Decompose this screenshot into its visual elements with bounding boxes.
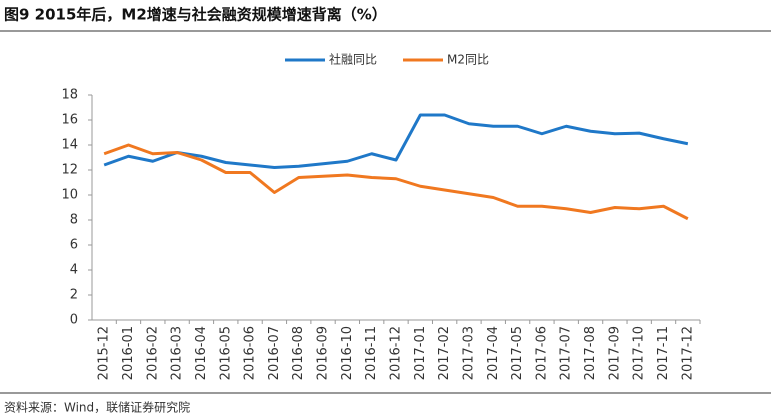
x-tick-label: 2016-06 — [243, 326, 258, 380]
y-tick-label: 6 — [70, 238, 78, 253]
source: 资料来源：Wind，联储证券研究院 — [4, 400, 190, 415]
y-tick-label: 10 — [61, 188, 78, 203]
x-tick-label: 2015-12 — [97, 326, 112, 380]
x-tick-label: 2017-04 — [486, 326, 501, 380]
y-tick-label: 12 — [61, 163, 78, 178]
x-tick-label: 2017-09 — [607, 326, 622, 380]
chart-title: 图9 2015年后，M2增速与社会融资规模增速背离（%） — [4, 6, 387, 24]
x-tick-label: 2017-12 — [680, 326, 695, 380]
series-line — [103, 143, 689, 221]
x-tick-label: 2016-05 — [218, 326, 233, 380]
x-tick-label: 2016-11 — [364, 326, 379, 380]
y-tick-label: 14 — [61, 138, 78, 153]
legend-label: 社融同比 — [329, 52, 377, 67]
x-tick-label: 2016-12 — [389, 326, 404, 380]
x-tick-label: 2017-02 — [437, 326, 452, 380]
x-tick-label: 2016-10 — [340, 326, 355, 380]
x-tick-label: 2016-03 — [170, 326, 185, 380]
x-tick-label: 2016-08 — [291, 326, 306, 380]
x-tick-label: 2016-07 — [267, 326, 282, 380]
x-tick-label: 2017-03 — [461, 326, 476, 380]
x-tick-label: 2017-05 — [510, 326, 525, 380]
x-tick-label: 2016-09 — [316, 326, 331, 380]
x-tick-label: 2017-08 — [583, 326, 598, 380]
x-tick-label: 2016-01 — [121, 326, 136, 380]
y-tick-label: 4 — [70, 263, 78, 278]
legend-label: M2同比 — [447, 53, 489, 67]
y-tick-label: 16 — [61, 113, 78, 128]
x-tick-label: 2017-11 — [656, 326, 671, 380]
y-tick-label: 2 — [70, 288, 78, 303]
x-tick-label: 2017-06 — [534, 326, 549, 380]
series-line — [103, 113, 689, 169]
x-tick-label: 2016-04 — [194, 326, 209, 380]
y-tick-label: 18 — [61, 88, 78, 103]
x-tick-label: 2016-02 — [145, 326, 160, 380]
y-tick-label: 0 — [70, 313, 78, 328]
x-tick-label: 2017-07 — [559, 326, 574, 380]
y-tick-label: 8 — [70, 213, 78, 228]
x-tick-label: 2017-01 — [413, 326, 428, 380]
x-tick-label: 2017-10 — [632, 326, 647, 380]
